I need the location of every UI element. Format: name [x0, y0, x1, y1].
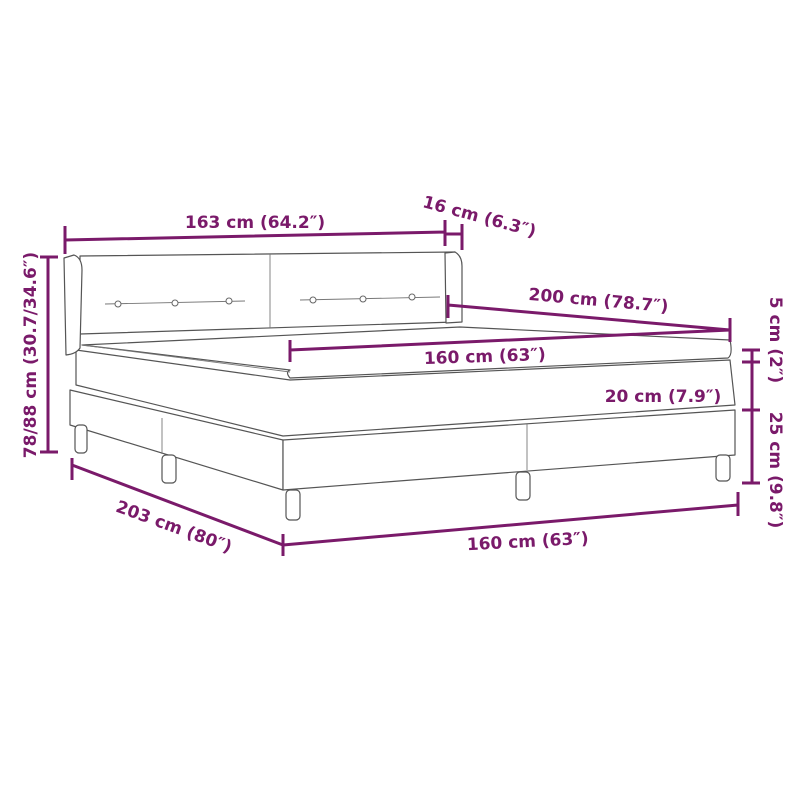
label-mattress-width: 160 cm (63″) [424, 345, 547, 369]
leg [515, 471, 531, 501]
leg [285, 489, 301, 521]
dim-total-height [40, 255, 58, 454]
dim-heights [742, 348, 760, 485]
headboard-panel [79, 251, 456, 335]
dim-base-width [282, 492, 740, 547]
tufting-buttons [114, 293, 416, 308]
label-topper-height: 5 cm (2″) [765, 297, 785, 383]
dim-mattress-width [288, 328, 731, 362]
leg [74, 424, 88, 454]
dimension-lines [40, 220, 760, 556]
bed-drawing [63, 251, 736, 521]
topper [81, 326, 732, 379]
label-overall-length: 203 cm (80″) [113, 497, 234, 557]
label-mattress-height: 20 cm (7.9″) [605, 387, 722, 407]
label-base-width: 160 cm (63″) [466, 529, 589, 555]
headboard-wing-left [63, 254, 83, 356]
leg [715, 454, 731, 482]
dim-headboard-depth [445, 224, 464, 250]
label-base-height: 25 cm (9.8″) [765, 412, 785, 529]
label-headboard-depth: 16 cm (6.3″) [420, 192, 538, 241]
label-total-height: 78/88 cm (30.7/34.6″) [21, 252, 41, 458]
mattress [75, 349, 736, 437]
label-length: 200 cm (78.7″) [528, 285, 669, 317]
base-front [282, 409, 736, 491]
label-headboard-width: 163 cm (64.2″) [185, 213, 325, 233]
leg [161, 454, 177, 484]
